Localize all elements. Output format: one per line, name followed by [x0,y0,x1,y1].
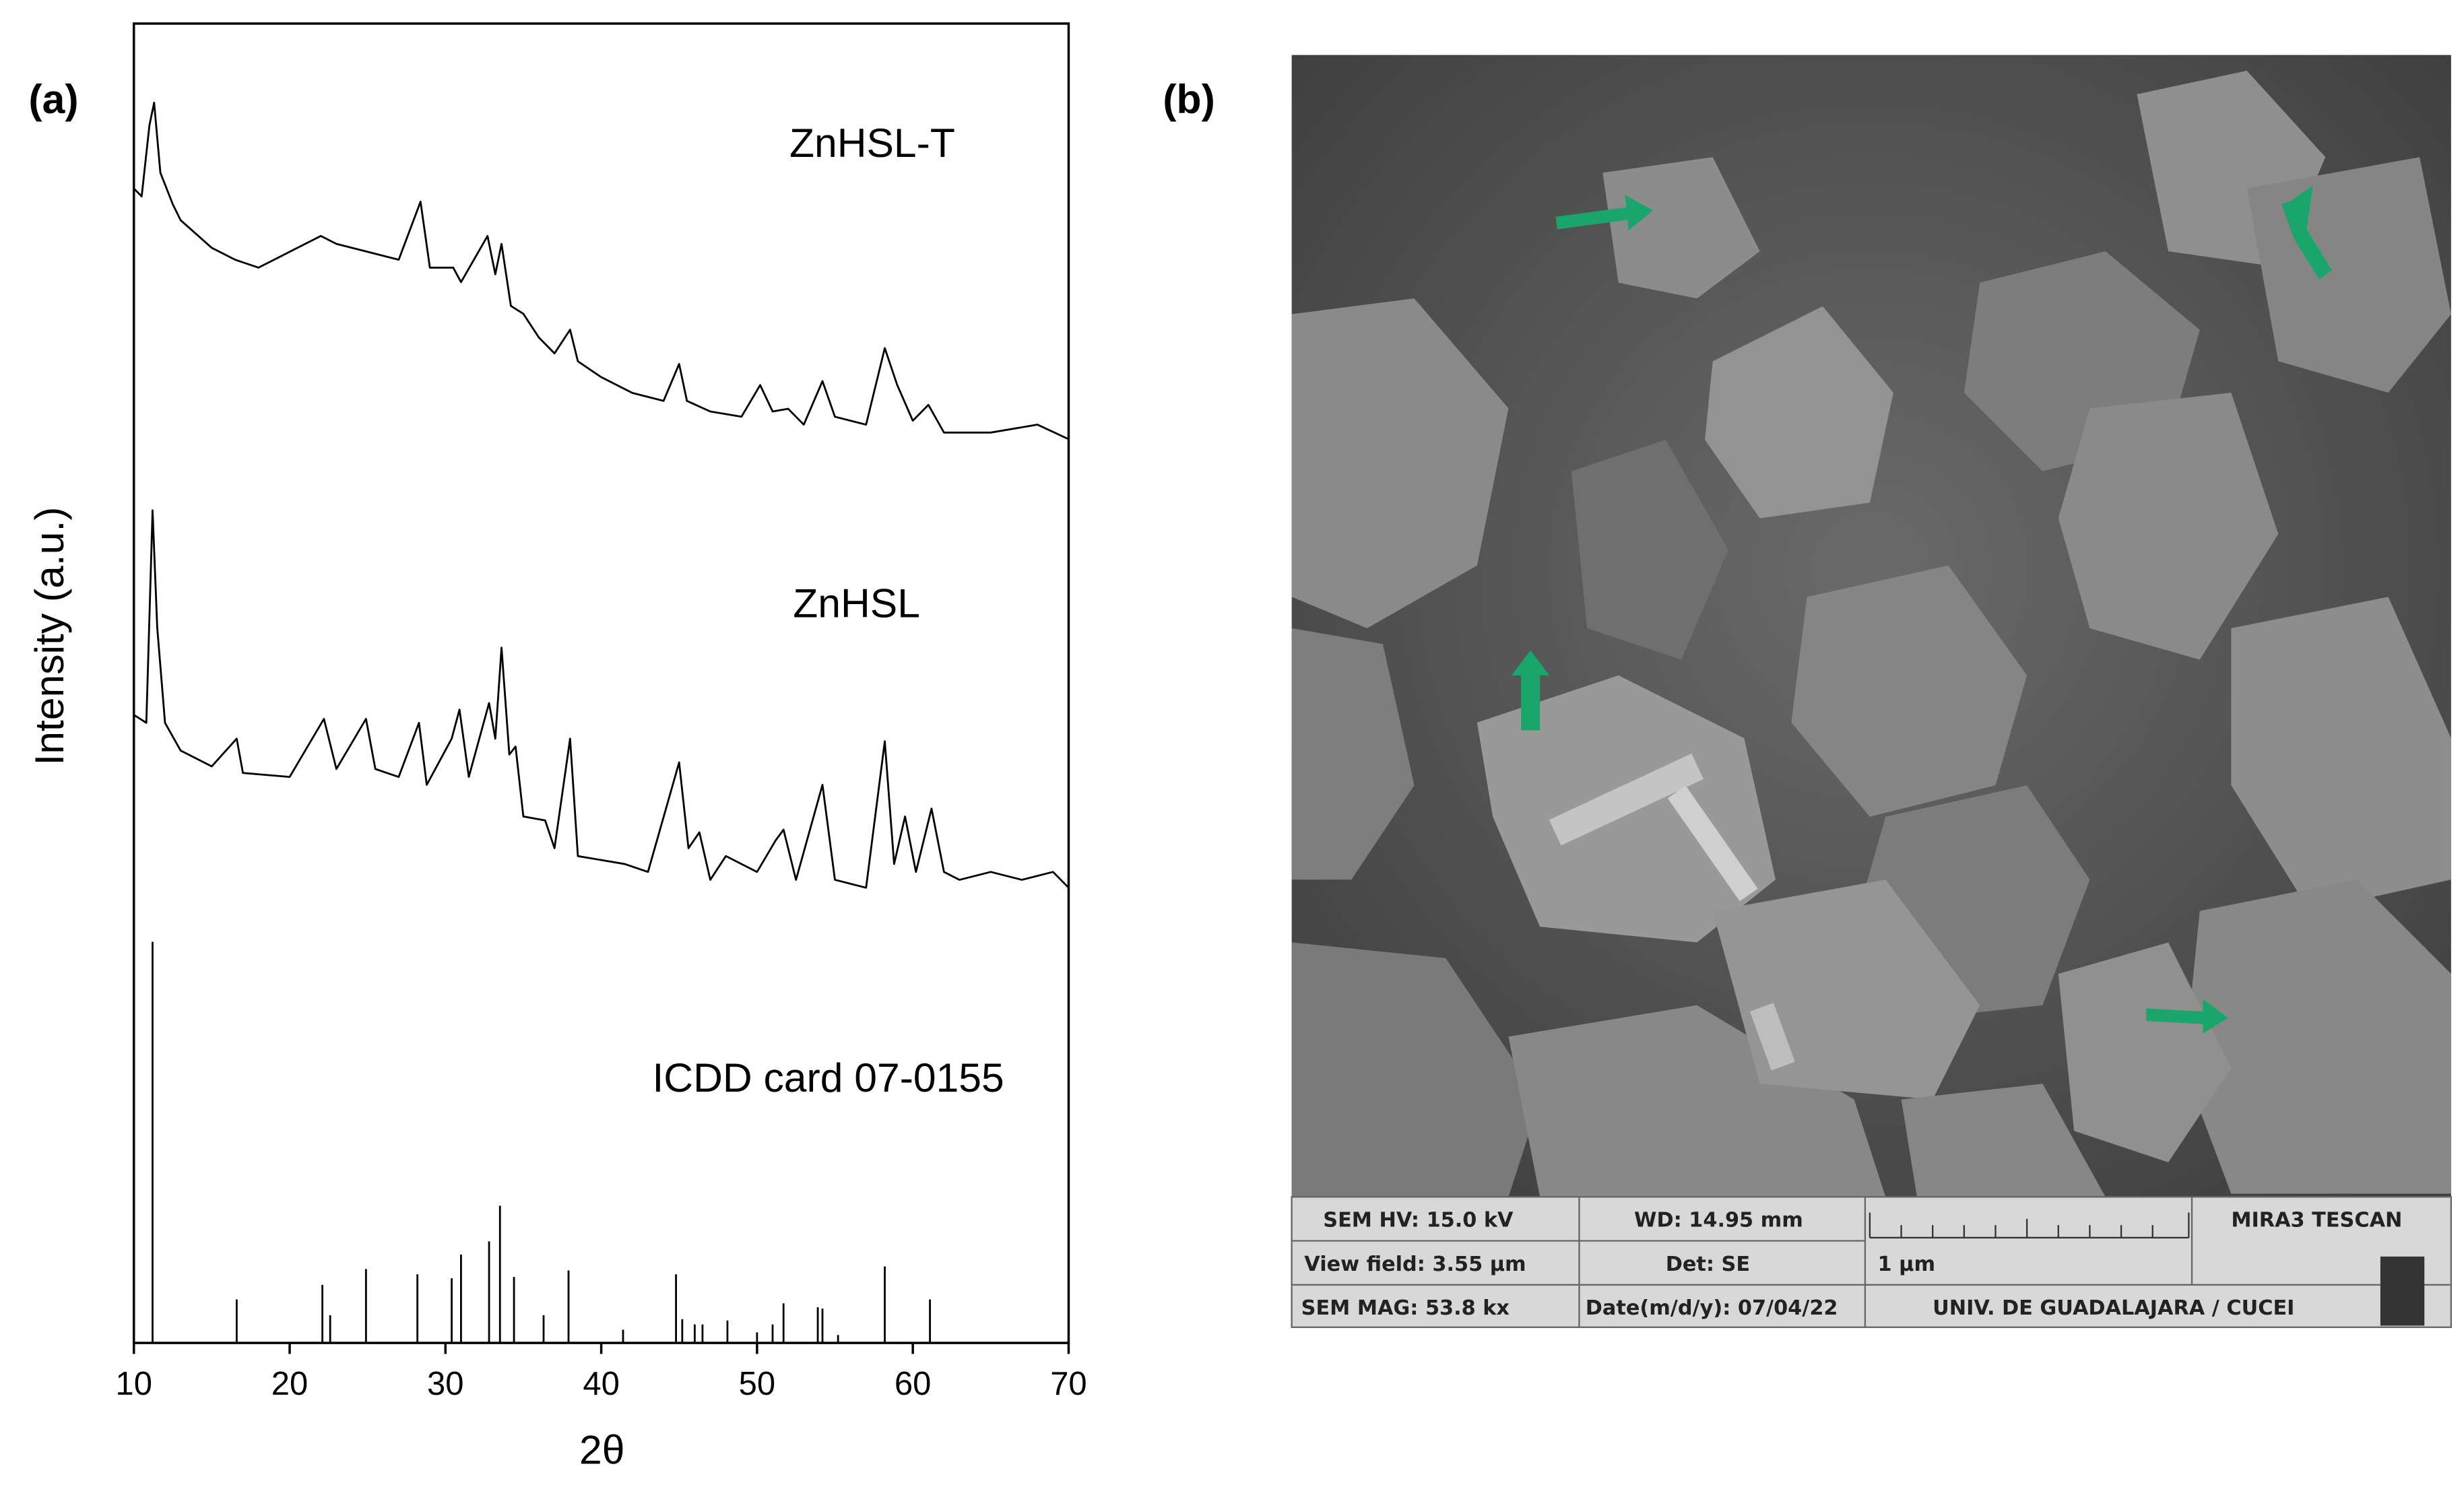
x-tick-label: 60 [895,1366,931,1402]
sem-hv: SEM HV: 15.0 kV [1323,1209,1514,1232]
series-label: ZnHSL [793,581,920,626]
x-axis-label: 2θ [579,1427,624,1473]
sem-wd: WD: 14.95 mm [1634,1209,1803,1232]
panel-label: (a) [28,76,78,122]
x-tick-label: 40 [583,1366,619,1402]
spectrum-line [133,102,1070,440]
sem-instrument: MIRA3 TESCAN [2231,1209,2402,1232]
plot-frame [132,22,1070,1344]
sem-institution: UNIV. DE GUADALAJARA / CUCEI [1933,1296,2294,1320]
sem-info-bar: SEM HV: 15.0 kV WD: 14.95 mm MIRA3 TESCA… [1291,1196,2453,1328]
sem-date: Date(m/d/y): 07/04/22 [1586,1296,1838,1320]
sem-scale: 1 µm [1878,1253,1936,1276]
series-label: ICDD card 07-0155 [652,1055,1004,1100]
series-label: ZnHSL-T [789,120,955,166]
x-tick-label: 70 [1050,1366,1087,1402]
x-tick-label: 50 [739,1366,775,1402]
sem-image [1291,55,2451,1197]
sem-magnification: SEM MAG: 53.8 kx [1301,1296,1510,1320]
panel-label: (b) [1163,76,1214,122]
spectrum-line [133,509,1070,889]
y-axis-label: Intensity (a.u.) [26,507,72,766]
x-tick-label: 20 [271,1366,308,1402]
x-tick-label: 10 [116,1366,152,1402]
x-tick-label: 30 [427,1366,463,1402]
sem-detector: Det: SE [1666,1253,1750,1276]
sem-view-field: View field: 3.55 µm [1304,1253,1526,1276]
